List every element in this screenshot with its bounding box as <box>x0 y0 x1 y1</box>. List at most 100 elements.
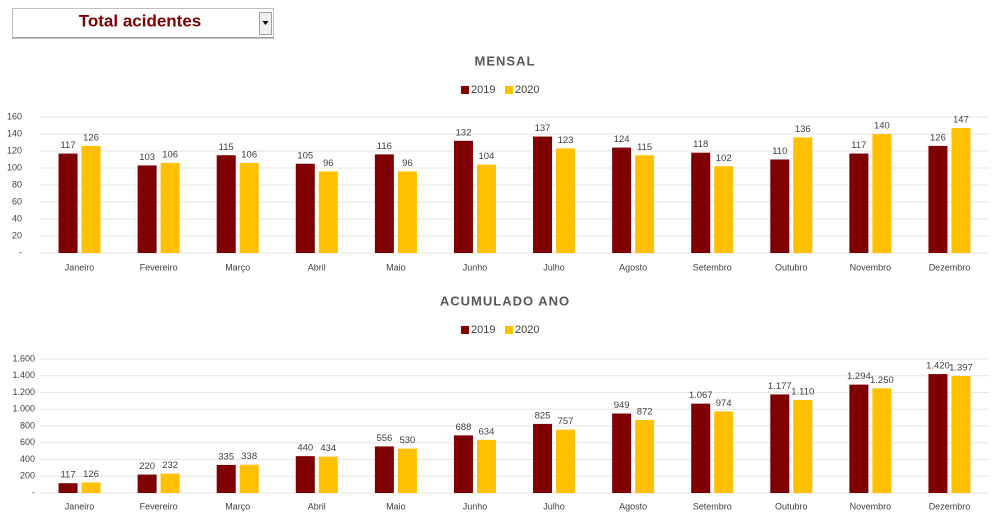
data-label: 115 <box>637 142 652 153</box>
legend-swatch <box>461 326 469 334</box>
bar <box>533 136 553 253</box>
data-label: 1.420 <box>926 361 950 372</box>
x-tick-label: Abril <box>308 501 326 511</box>
y-tick-label: 140 <box>7 128 22 138</box>
y-tick-label: 600 <box>20 437 35 447</box>
data-label: 1.397 <box>949 363 973 374</box>
bar <box>239 162 259 253</box>
bar <box>216 155 236 253</box>
x-tick-label: Setembro <box>693 262 732 272</box>
bar <box>951 376 971 493</box>
data-label: 110 <box>772 146 787 157</box>
data-label: 126 <box>83 469 99 480</box>
bar <box>374 446 394 493</box>
legend-swatch <box>505 86 513 94</box>
y-tick-label: 100 <box>7 162 22 172</box>
bar <box>793 400 813 493</box>
x-tick-label: Junho <box>463 262 488 272</box>
x-tick-label: Novembro <box>850 262 892 272</box>
bar <box>397 171 417 253</box>
legend-swatch <box>461 86 469 94</box>
y-tick-label: 200 <box>20 471 35 481</box>
data-label: 106 <box>162 149 178 160</box>
bar <box>453 435 473 493</box>
y-tick-label: 1.000 <box>12 404 35 414</box>
data-label: 117 <box>851 140 866 151</box>
data-label: 106 <box>241 149 257 160</box>
dropdown[interactable]: Total acidentes <box>12 8 274 39</box>
bar <box>691 152 711 253</box>
bar <box>691 403 711 493</box>
data-label: 530 <box>399 435 415 446</box>
bar <box>556 429 576 493</box>
dropdown-arrow <box>262 21 269 25</box>
x-tick-label: Novembro <box>850 501 892 511</box>
bar <box>635 419 655 493</box>
y-tick-label: - <box>19 247 22 257</box>
bar <box>770 394 790 493</box>
x-tick-label: Março <box>225 501 250 511</box>
bar <box>476 164 496 253</box>
bar <box>872 388 892 493</box>
legend-label: 2020 <box>515 84 539 96</box>
bar <box>533 423 553 493</box>
bar <box>137 474 157 493</box>
x-tick-label: Dezembro <box>929 262 971 272</box>
bar <box>374 154 394 253</box>
dropdown-box[interactable] <box>12 8 274 38</box>
bar <box>160 162 180 253</box>
data-label: 116 <box>377 141 392 152</box>
legend-swatch <box>505 326 513 334</box>
y-tick-label: 120 <box>7 145 22 155</box>
bar <box>81 482 101 493</box>
chart-title: MENSAL <box>475 53 536 68</box>
data-label: 96 <box>323 158 334 169</box>
legend-label: 2020 <box>515 324 539 336</box>
y-tick-label: 1.200 <box>12 387 35 397</box>
legend-label: 2019 <box>471 84 495 96</box>
data-label: 1.294 <box>847 371 871 382</box>
bar <box>714 166 734 253</box>
bar <box>137 165 157 253</box>
y-tick-label: - <box>32 487 35 497</box>
data-label: 102 <box>716 153 732 164</box>
bar <box>476 439 496 493</box>
bar <box>397 448 417 493</box>
bar <box>849 384 869 493</box>
data-label: 1.250 <box>870 375 894 386</box>
x-tick-label: Julho <box>543 501 565 511</box>
y-tick-label: 1.400 <box>12 370 35 380</box>
data-label: 872 <box>637 406 653 417</box>
bar <box>295 456 315 493</box>
x-tick-label: Dezembro <box>929 501 971 511</box>
bar <box>928 374 948 493</box>
bar <box>951 128 971 253</box>
bar <box>239 464 259 493</box>
bar <box>216 464 236 493</box>
y-tick-label: 60 <box>12 196 22 206</box>
data-label: 974 <box>716 398 732 409</box>
data-label: 103 <box>139 152 155 163</box>
y-tick-label: 80 <box>12 179 22 189</box>
y-tick-label: 160 <box>7 111 22 121</box>
bar <box>928 145 948 253</box>
x-tick-label: Setembro <box>693 501 732 511</box>
legend-label: 2019 <box>471 324 495 336</box>
y-tick-label: 20 <box>12 230 22 240</box>
data-label: 115 <box>219 142 234 153</box>
data-label: 232 <box>162 460 178 471</box>
data-label: 338 <box>241 451 257 462</box>
bar <box>81 145 101 253</box>
data-label: 556 <box>376 433 392 444</box>
x-tick-label: Agosto <box>619 501 647 511</box>
bar <box>453 140 473 253</box>
data-label: 825 <box>535 410 551 421</box>
dropdown-label[interactable]: Total acidentes <box>79 11 202 30</box>
bar <box>318 456 338 493</box>
bar <box>770 159 790 253</box>
data-label: 124 <box>614 134 630 145</box>
bar <box>58 153 78 253</box>
data-label: 688 <box>456 422 472 433</box>
x-tick-label: Janeiro <box>65 501 95 511</box>
bar <box>295 163 315 253</box>
